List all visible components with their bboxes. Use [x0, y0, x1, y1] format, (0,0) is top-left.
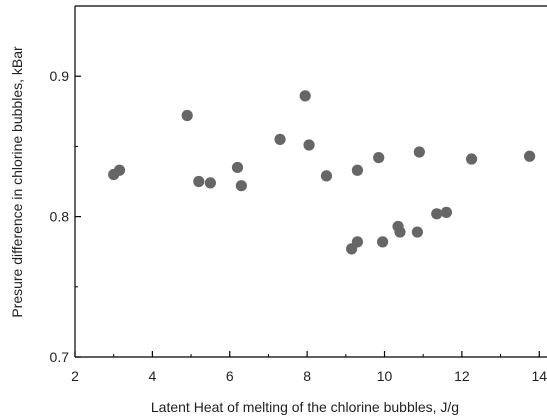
data-point	[440, 206, 453, 218]
data-point	[181, 109, 193, 122]
data-point	[411, 226, 423, 238]
x-axis-ticks: 2 4 6 8 10 12 14	[71, 351, 547, 384]
data-point	[431, 208, 443, 220]
plot-frame	[74, 5, 547, 358]
data-point	[320, 170, 333, 182]
x-tick-label: 6	[226, 368, 234, 384]
data-point	[523, 150, 536, 162]
data-point	[465, 153, 478, 165]
x-tick-label: 2	[71, 368, 79, 384]
x-tick-label: 14	[531, 368, 547, 384]
x-tick-label: 8	[303, 368, 311, 384]
x-tick-label: 12	[454, 368, 470, 384]
y-axis-ticks: 0.7 0.8 0.9	[50, 5, 81, 365]
data-point	[373, 152, 385, 164]
data-point	[413, 146, 425, 158]
data-point	[299, 90, 311, 102]
data-point	[351, 164, 364, 176]
x-tick-label: 10	[377, 368, 393, 384]
data-point	[394, 226, 406, 238]
data-point	[351, 236, 364, 248]
y-tick-label: 0.7	[50, 349, 70, 365]
data-point	[204, 177, 217, 189]
data-point	[113, 164, 126, 176]
data-point	[231, 161, 244, 174]
y-tick-label: 0.8	[50, 209, 70, 225]
data-point	[235, 180, 247, 192]
x-tick-label: 4	[148, 368, 156, 384]
x-axis-label: Latent Heat of melting of the chlorine b…	[151, 399, 459, 415]
y-axis-label: Presure difference in chlorine bubbles, …	[9, 46, 25, 318]
data-point	[303, 139, 315, 151]
data-point	[376, 236, 389, 248]
y-tick-label: 0.9	[50, 68, 70, 84]
data-points	[108, 90, 536, 255]
data-point	[193, 175, 205, 188]
data-point	[274, 133, 286, 145]
